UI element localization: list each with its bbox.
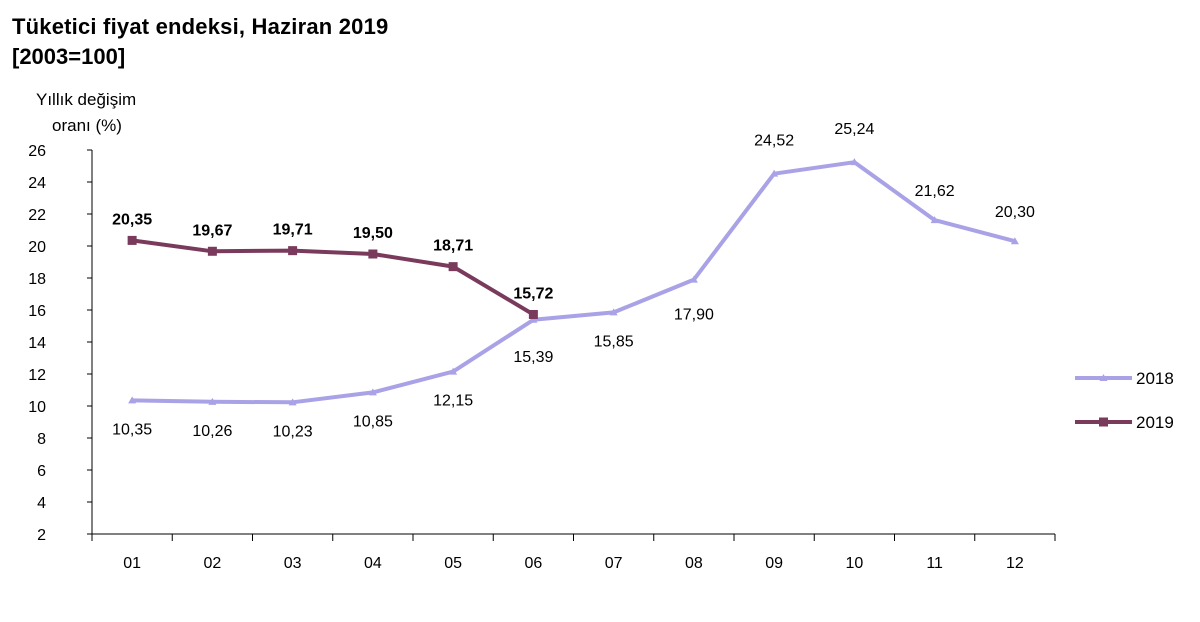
- series-2019-marker: [528, 309, 538, 319]
- series-2019-data-label: 19,50: [353, 225, 393, 242]
- series-2018-data-label: 10,35: [112, 421, 152, 438]
- series-2018-marker: [529, 315, 538, 323]
- series-2018-marker: [288, 398, 297, 406]
- y-tick-label: 12: [28, 367, 46, 384]
- x-tick-label: 02: [203, 555, 221, 572]
- series-2018-marker: [850, 158, 859, 166]
- x-tick-label: 06: [524, 555, 542, 572]
- series-2018-marker: [770, 169, 779, 177]
- x-tick-label: 04: [364, 555, 382, 572]
- legend-2019-label: 2019: [1136, 413, 1174, 432]
- x-tick-label: 01: [123, 555, 141, 572]
- x-tick-label: 12: [1006, 555, 1024, 572]
- series-2018-data-label: 10,85: [353, 413, 393, 430]
- series-2018-data-label: 21,62: [915, 183, 955, 200]
- chart-title: Tüketici fiyat endeksi, Haziran 2019: [12, 14, 389, 39]
- series-2018-marker: [1010, 237, 1019, 245]
- y-axis-label-line1: Yıllık değişim: [36, 90, 137, 109]
- series-2019-marker: [368, 249, 378, 259]
- series-2018-data-label: 15,85: [594, 333, 634, 350]
- y-tick-label: 22: [28, 207, 46, 224]
- series-2018-marker: [930, 216, 939, 224]
- series-2018-data-label: 25,24: [834, 121, 874, 138]
- x-tick-label: 10: [845, 555, 863, 572]
- series-2019-data-label: 15,72: [513, 285, 553, 302]
- x-tick-label: 08: [685, 555, 703, 572]
- series-2018-marker: [689, 275, 698, 283]
- y-tick-label: 24: [28, 175, 46, 192]
- series-2018-line: [132, 160, 1016, 405]
- series-2018-marker: [609, 308, 618, 316]
- y-tick-label: 26: [28, 143, 46, 160]
- y-tick-label: 14: [28, 335, 46, 352]
- series-2019-marker: [207, 246, 217, 256]
- series-2019-marker: [127, 235, 137, 245]
- series-2018-marker: [208, 397, 217, 405]
- chart-subtitle: [2003=100]: [12, 44, 126, 69]
- x-tick-label: 09: [765, 555, 783, 572]
- series-2018-data-label: 10,23: [273, 423, 313, 440]
- series-2019-data-label: 19,67: [192, 222, 232, 239]
- series-2019-marker: [288, 246, 298, 256]
- legend-2018-label: 2018: [1136, 369, 1174, 388]
- y-tick-label: 20: [28, 239, 46, 256]
- series-2019-data-label: 19,71: [273, 222, 313, 239]
- x-tick-label: 05: [444, 555, 462, 572]
- y-tick-label: 8: [37, 431, 46, 448]
- y-axis-label-line2: oranı (%): [52, 116, 122, 135]
- series-2019-data-label: 20,35: [112, 211, 152, 228]
- series-2018-data-label: 15,39: [513, 349, 553, 366]
- series-2018-marker: [128, 396, 137, 404]
- y-tick-label: 6: [37, 463, 46, 480]
- series-2018-data-label: 10,26: [192, 423, 232, 440]
- x-tick-label: 07: [605, 555, 623, 572]
- legend-2019-marker: [1099, 417, 1108, 427]
- series-2019-line: [131, 238, 535, 317]
- y-tick-label: 4: [37, 495, 46, 512]
- y-tick-label: 18: [28, 271, 46, 288]
- series-2018-data-label: 24,52: [754, 133, 794, 150]
- y-tick-label: 16: [28, 303, 46, 320]
- legend-2018-marker: [1099, 374, 1108, 381]
- series-2018-marker: [368, 388, 377, 396]
- series-2019-marker: [448, 262, 458, 272]
- y-tick-label: 10: [28, 399, 46, 416]
- series-2019-data-label: 18,71: [433, 238, 473, 255]
- series-2018-marker: [449, 367, 458, 375]
- series-2018-data-label: 20,30: [995, 204, 1035, 221]
- series-2018-data-label: 17,90: [674, 307, 714, 324]
- x-tick-label: 03: [284, 555, 302, 572]
- x-tick-label: 11: [926, 555, 943, 572]
- series-2018-data-label: 12,15: [433, 393, 473, 410]
- y-tick-label: 2: [37, 527, 46, 544]
